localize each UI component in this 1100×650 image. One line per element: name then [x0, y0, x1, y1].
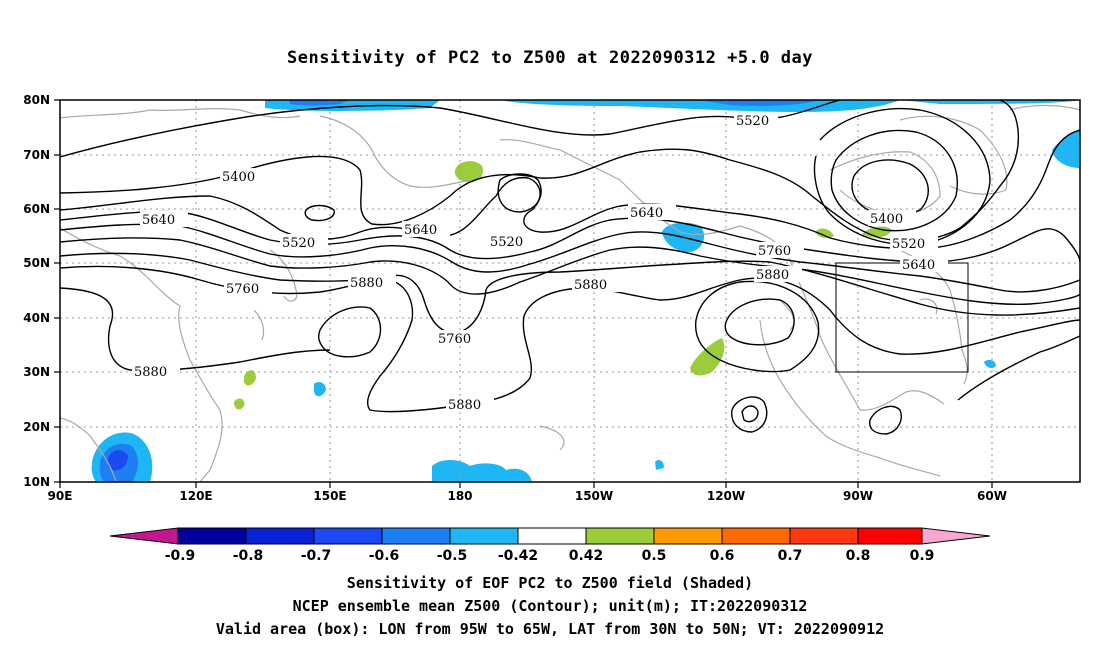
map-plot-area — [60, 100, 1080, 482]
contour-label: 5520 — [490, 235, 523, 250]
contour-label: 5640 — [630, 206, 663, 221]
colorbar-label: 0.5 — [642, 548, 667, 564]
shade-patch-pacific-small — [314, 382, 326, 397]
lat-label: 60N — [23, 202, 50, 216]
lon-label: 180 — [447, 489, 472, 503]
colorbar-labels: -0.9 -0.8 -0.7 -0.6 -0.5 -0.42 0.42 0.5 … — [165, 548, 935, 564]
contour-label: 5400 — [870, 212, 903, 227]
contour-label: 5520 — [736, 114, 769, 129]
colorbar-label: 0.9 — [910, 548, 935, 564]
lon-label: 60W — [977, 489, 1007, 503]
shade-patch-north-pacific-core — [290, 100, 350, 106]
latitude-labels: 80N 70N 60N 50N 40N 30N 20N 10N — [23, 93, 50, 489]
colorbar-label: -0.5 — [437, 548, 468, 564]
colorbar-box — [585, 527, 655, 545]
caption-line-valid-area: Valid area (box): LON from 95W to 65W, L… — [215, 620, 885, 638]
colorbar-box — [313, 527, 383, 545]
lat-label: 20N — [23, 420, 50, 434]
colorbar-box — [857, 527, 923, 545]
colorbar-box — [449, 527, 519, 545]
contour-label: 5640 — [404, 223, 437, 238]
lat-label: 80N — [23, 93, 50, 107]
colorbar: -0.9 -0.8 -0.7 -0.6 -0.5 -0.42 0.42 0.5 … — [109, 527, 991, 564]
page-title: Sensitivity of PC2 to Z500 at 2022090312… — [286, 48, 813, 68]
map-frame — [59, 99, 1081, 483]
colorbar-box — [177, 527, 247, 545]
colorbar-label: -0.6 — [369, 548, 400, 564]
shade-patch-arctic-core — [700, 100, 820, 106]
colorbar-left-triangle — [109, 527, 179, 545]
contour-value-labels: 5520 5400 5640 5520 5640 5520 5640 5760 … — [132, 112, 948, 413]
contour-label: 5880 — [574, 278, 607, 293]
colorbar-box — [381, 527, 451, 545]
colorbar-label: 0.6 — [710, 548, 735, 564]
colorbar-box — [789, 527, 859, 545]
contour-label: 5520 — [282, 236, 315, 251]
lat-label: 50N — [23, 256, 50, 270]
lat-label: 70N — [23, 148, 50, 162]
contour-label: 5400 — [222, 170, 255, 185]
contour-label: 5760 — [758, 244, 791, 259]
contour-label: 5520 — [892, 237, 925, 252]
colorbar-box — [653, 527, 723, 545]
shade-patch-atlantic-small — [984, 359, 996, 369]
colorbar-box — [517, 527, 587, 545]
lat-label: 30N — [23, 365, 50, 379]
shade-patch-siberia-green — [454, 161, 484, 183]
shade-patch-east-china-green — [244, 370, 256, 386]
colorbar-label: -0.42 — [498, 548, 538, 564]
contour-label: 5760 — [438, 332, 471, 347]
contour-label: 5880 — [448, 398, 481, 413]
shade-patch-indochina-core — [107, 450, 128, 471]
colorbar-label: -0.8 — [233, 548, 264, 564]
colorbar-boxes — [177, 527, 923, 545]
colorbar-box — [721, 527, 791, 545]
shaded-sensitivity — [91, 100, 1080, 482]
shade-patch-greenland — [1052, 130, 1080, 168]
shade-patch-tropical-pacific — [432, 460, 532, 482]
colorbar-box — [245, 527, 315, 545]
colorbar-label: 0.7 — [778, 548, 803, 564]
caption-line-contour: NCEP ensemble mean Z500 (Contour); unit(… — [292, 597, 808, 615]
lon-label: 90E — [48, 489, 73, 503]
lat-label: 40N — [23, 311, 50, 325]
caption-line-shaded: Sensitivity of EOF PC2 to Z500 field (Sh… — [346, 574, 754, 592]
lat-label: 10N — [23, 475, 50, 489]
contour-label: 5640 — [902, 258, 935, 273]
contour-label: 5880 — [756, 268, 789, 283]
colorbar-label: 0.42 — [569, 548, 604, 564]
longitude-labels: 90E 120E 150E 180 150W 120W 90W 60W — [48, 489, 1007, 503]
lon-label: 90W — [843, 489, 873, 503]
lon-label: 150W — [575, 489, 613, 503]
contour-label: 5640 — [142, 213, 175, 228]
contour-label: 5880 — [134, 365, 167, 380]
shade-patch-canada-green — [815, 228, 834, 239]
shade-patch-tropical-east — [655, 460, 664, 470]
colorbar-label: -0.7 — [301, 548, 332, 564]
colorbar-label: 0.8 — [846, 548, 871, 564]
shade-patch-california-green — [690, 338, 725, 376]
axis-ticks — [54, 99, 993, 488]
lon-label: 120E — [179, 489, 212, 503]
lon-label: 150E — [313, 489, 346, 503]
lon-label: 120W — [707, 489, 745, 503]
colorbar-label: -0.9 — [165, 548, 196, 564]
shade-patch-arctic-b — [900, 100, 1080, 104]
contour-label: 5760 — [226, 282, 259, 297]
colorbar-right-triangle — [921, 527, 991, 545]
shade-patch-taiwan-green — [234, 398, 245, 410]
contour-label: 5880 — [350, 276, 383, 291]
